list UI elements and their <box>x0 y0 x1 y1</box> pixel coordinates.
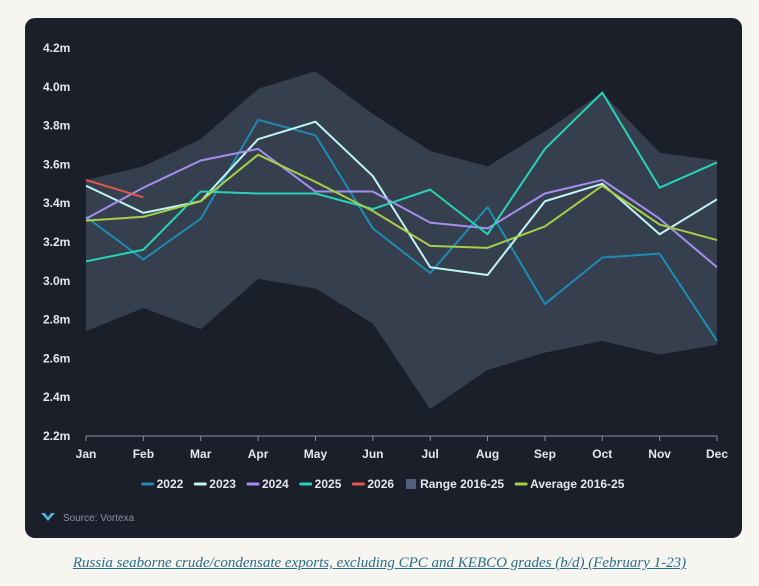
series-line-2024 <box>85 147 718 268</box>
legend-item: 2023 <box>193 477 236 491</box>
range-area-layer <box>86 71 717 409</box>
x-tick-label: May <box>304 447 328 461</box>
legend-item: Average 2016-25 <box>514 477 625 491</box>
series-line-2022 <box>85 118 718 342</box>
y-tick-label: 2.6m <box>43 351 70 365</box>
y-tick-label: 4.0m <box>43 80 70 94</box>
y-tick-label: 3.4m <box>43 196 70 210</box>
legend-item: 2025 <box>299 477 342 491</box>
y-tick-label: 3.0m <box>43 274 70 288</box>
series-line-average-2016-25 <box>85 153 718 249</box>
legend-label: Average 2016-25 <box>530 477 625 491</box>
y-tick-label: 3.6m <box>43 157 70 171</box>
y-tick-label: 2.4m <box>43 390 70 404</box>
legend: 2022 2023 2024 2025 2026 Range 2016-25 Average… <box>141 477 625 491</box>
range-area <box>86 71 717 409</box>
y-tick-label: 4.2m <box>43 41 70 55</box>
x-tick-label: Jan <box>76 447 97 461</box>
legend-label: 2026 <box>367 477 394 491</box>
y-tick-label: 3.2m <box>43 235 70 249</box>
y-tick-label: 2.8m <box>43 313 70 327</box>
x-tick-label: Jun <box>362 447 383 461</box>
y-tick-label: 2.2m <box>43 429 70 443</box>
legend-label: 2025 <box>315 477 342 491</box>
axis-layer: 2.2m 2.4m 2.6m 2.8m 3.0m 3.2m 3.4m 3.6m 3.8m 4.0m… <box>43 41 728 461</box>
x-tick-label: Mar <box>190 447 212 461</box>
source-note: Source: Vortexa <box>41 513 135 524</box>
legend-label: Range 2016-25 <box>420 477 504 491</box>
legend-label: 2024 <box>262 477 289 491</box>
chart-card: 2.2m 2.4m 2.6m 2.8m 3.0m 3.2m 3.4m 3.6m 3.8m 4.0m… <box>25 18 742 538</box>
source-label: Source: Vortexa <box>63 513 135 524</box>
x-tick-label: Nov <box>648 447 671 461</box>
series-line-2025 <box>85 91 718 263</box>
legend-item: 2026 <box>351 477 394 491</box>
y-tick-label: 3.8m <box>43 119 70 133</box>
chart-caption[interactable]: Russia seaborne crude/condensate exports… <box>72 555 687 571</box>
x-tick-label: Aug <box>476 447 499 461</box>
x-tick-label: Apr <box>248 447 269 461</box>
chart-svg: 2.2m 2.4m 2.6m 2.8m 3.0m 3.2m 3.4m 3.6m 3.8m 4.0m… <box>41 41 728 524</box>
legend-label: 2023 <box>209 477 236 491</box>
x-tick-label: Oct <box>592 447 612 461</box>
x-tick-label: Dec <box>706 447 728 461</box>
x-tick-label: Jul <box>422 447 439 461</box>
legend-label: 2022 <box>157 477 184 491</box>
vortexa-logo-icon <box>41 513 55 521</box>
x-tick-label: Sep <box>534 447 556 461</box>
series-layer <box>85 91 718 342</box>
legend-item: Range 2016-25 <box>406 477 504 491</box>
legend-item: 2024 <box>246 477 289 491</box>
x-tick-label: Feb <box>133 447 154 461</box>
series-line-2026 <box>85 178 144 199</box>
legend-swatch <box>406 479 417 489</box>
legend-item: 2022 <box>141 477 184 491</box>
